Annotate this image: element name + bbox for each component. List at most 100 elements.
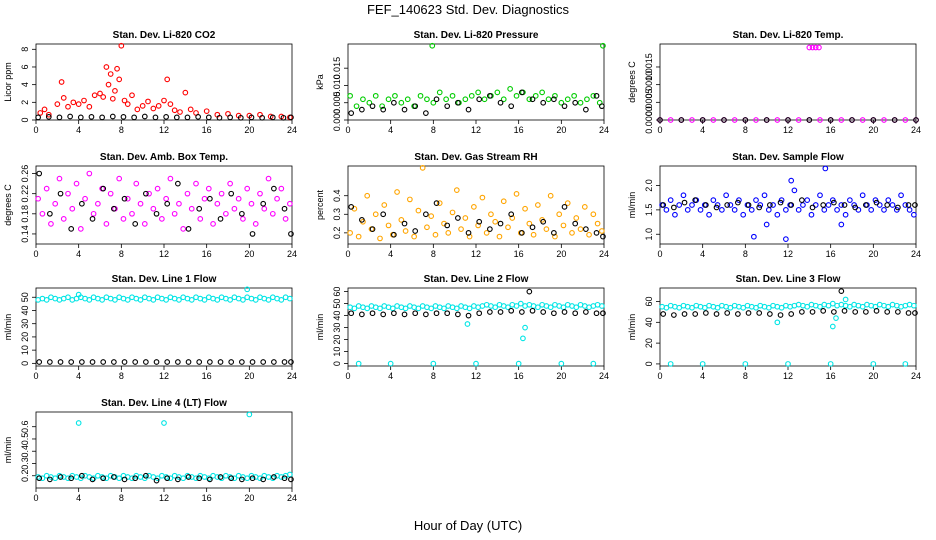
data-point xyxy=(600,42,606,49)
data-point xyxy=(519,230,525,236)
data-point xyxy=(777,312,784,318)
data-point xyxy=(777,199,784,206)
x-tick-label: 0 xyxy=(33,493,38,503)
data-point xyxy=(201,195,208,202)
data-point xyxy=(455,311,461,318)
y-axis-label: kPa xyxy=(315,74,325,90)
data-point xyxy=(52,475,59,482)
data-point xyxy=(433,310,440,317)
data-point xyxy=(763,117,770,123)
data-point xyxy=(453,187,460,193)
data-point xyxy=(671,312,677,318)
data-point xyxy=(188,205,195,212)
data-point xyxy=(176,297,182,303)
data-point xyxy=(150,105,157,112)
plot-frame xyxy=(35,43,293,121)
panel-7: Stan. Dev. Line 2 Flow ml/min 0 4 8 12 16 20 24 0… xyxy=(315,274,609,381)
panel-1: Stan. Dev. Li-820 Pressure kPa 0 4 8 12 16 20 24… xyxy=(315,30,609,135)
y-tick-label: 60 xyxy=(644,297,654,307)
x-tick-label: 0 xyxy=(345,125,350,135)
data-point xyxy=(185,226,192,232)
data-point xyxy=(745,202,752,208)
data-point xyxy=(67,113,73,120)
data-point xyxy=(369,226,376,232)
y-tick-label: 40 xyxy=(332,311,342,321)
data-point xyxy=(132,475,139,482)
y-tick-label: 2.0 xyxy=(644,179,654,192)
data-point xyxy=(529,224,536,231)
data-point xyxy=(146,190,152,197)
data-point xyxy=(671,204,677,211)
data-point xyxy=(364,192,371,199)
data-point xyxy=(817,117,823,123)
data-point xyxy=(112,87,118,94)
data-point xyxy=(60,215,67,222)
data-point xyxy=(195,114,201,120)
data-point xyxy=(278,297,285,303)
data-point xyxy=(288,359,294,365)
data-point xyxy=(171,107,178,114)
data-point xyxy=(164,475,171,482)
data-point xyxy=(347,230,353,236)
data-point xyxy=(75,291,82,298)
data-point xyxy=(745,310,752,316)
data-point xyxy=(742,117,749,123)
data-point xyxy=(121,97,128,104)
data-point xyxy=(404,96,411,103)
data-point xyxy=(391,99,397,106)
y-tick-label: 0.015 xyxy=(332,57,342,80)
data-point xyxy=(274,195,280,202)
data-point xyxy=(492,304,499,311)
x-tick-label: 20 xyxy=(556,125,566,135)
data-point xyxy=(822,165,829,172)
data-point xyxy=(132,221,139,227)
data-point xyxy=(545,96,552,103)
y-tick-label: 0.0005 xyxy=(644,89,654,117)
data-point xyxy=(68,475,75,482)
data-point xyxy=(75,420,82,426)
data-point xyxy=(116,76,123,83)
data-point xyxy=(911,302,917,309)
y-tick-label: 0.22 xyxy=(20,185,30,203)
data-point xyxy=(257,190,263,197)
data-point xyxy=(239,476,245,483)
data-point xyxy=(497,99,504,106)
data-point xyxy=(207,476,213,483)
data-point xyxy=(111,205,117,212)
data-point xyxy=(249,475,256,482)
data-point xyxy=(235,195,242,202)
data-point xyxy=(137,200,144,207)
data-point xyxy=(535,304,541,311)
figure-x-axis-label: Hour of Day (UTC) xyxy=(414,518,522,533)
data-point xyxy=(249,359,256,365)
data-point xyxy=(505,304,511,311)
panel-4: Stan. Dev. Gas Stream RH percent 0 4 8 12 16 20… xyxy=(315,152,609,259)
data-point xyxy=(39,475,46,482)
data-point xyxy=(870,117,877,123)
data-point xyxy=(526,220,533,227)
data-point xyxy=(825,202,832,208)
data-point xyxy=(75,101,82,107)
x-tick-label: 8 xyxy=(743,249,748,259)
data-point xyxy=(487,226,493,232)
data-point xyxy=(82,195,88,202)
data-point xyxy=(129,92,135,99)
data-point xyxy=(540,309,547,315)
data-point xyxy=(163,297,169,303)
data-point xyxy=(380,311,387,318)
data-point xyxy=(269,475,276,482)
data-point xyxy=(392,92,398,99)
x-tick-label: 16 xyxy=(826,125,836,135)
data-point xyxy=(476,96,483,103)
data-point xyxy=(161,420,167,426)
data-point xyxy=(912,202,918,208)
data-point xyxy=(799,309,805,315)
data-point xyxy=(572,220,579,227)
data-point xyxy=(423,311,429,318)
data-point xyxy=(244,185,251,192)
data-point xyxy=(583,309,589,315)
data-point xyxy=(353,103,360,110)
data-point xyxy=(369,310,376,317)
data-point xyxy=(134,106,141,113)
data-point xyxy=(473,360,479,367)
